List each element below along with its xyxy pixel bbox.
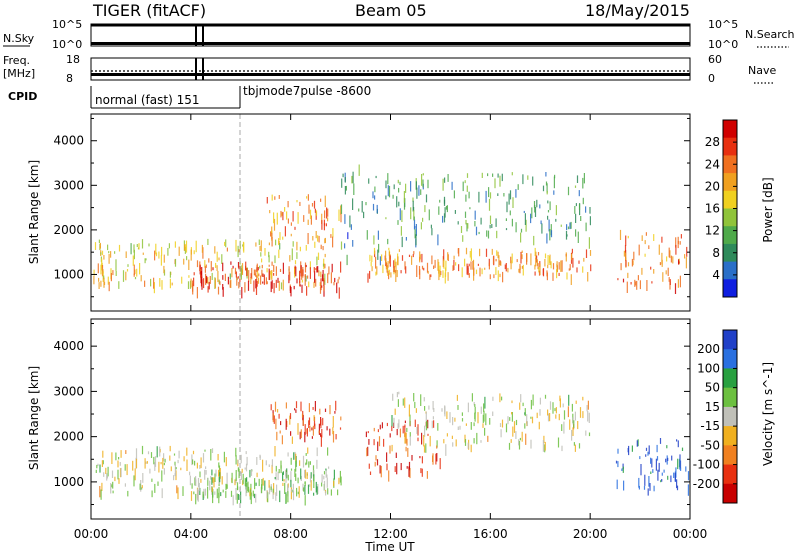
power-panel: 1000 2000 3000 4000: [53, 113, 691, 312]
nave-label: Nave: [748, 64, 776, 77]
power-feature: [390, 171, 591, 239]
beam-title: Beam 05: [355, 1, 427, 20]
colorbar-tick-label: 12: [705, 224, 720, 238]
y-tick-label: 1000: [53, 475, 84, 489]
colorbar-swatch: [723, 330, 737, 350]
colorbar-tick-label: 16: [705, 202, 720, 216]
velocity-feature: [390, 391, 591, 446]
colorbar-tick-label: -50: [700, 438, 720, 452]
nsearch-trace: [91, 42, 690, 45]
nsky-trace: [91, 24, 690, 27]
cpid-strip: CPID normal (fast) 151 tbjmode7pulse -86…: [8, 84, 371, 109]
cpid-segment-1: normal (fast) 151: [95, 93, 199, 107]
colorbar-tick-label: 28: [705, 135, 720, 149]
y-tick-label: 2000: [53, 223, 84, 237]
y-tick-label: 2000: [53, 430, 84, 444]
y-tick-label: 1000: [53, 267, 84, 281]
colorbar-tick-label: -100: [693, 458, 720, 472]
cpid-segment-2: tbjmode7pulse -8600: [243, 84, 371, 98]
colorbar-tick-label: 8: [712, 246, 720, 260]
nsky-label: N.Sky: [3, 32, 35, 45]
colorbar-swatch: [723, 279, 737, 298]
x-tick-label: 04:00: [174, 527, 209, 541]
nave-tick-top: 60: [708, 53, 722, 66]
colorbar-swatch: [723, 387, 737, 408]
colorbar-swatch: [723, 406, 737, 427]
freq-strip: Freq. [MHz] 18 8 60 0 Nave: [3, 53, 776, 85]
y-tick-label: 3000: [53, 178, 84, 192]
x-tick-label: 00:00: [74, 527, 109, 541]
colorbar-swatch: [723, 483, 737, 504]
cpid-label: CPID: [8, 90, 37, 103]
colorbar-swatch: [723, 155, 737, 174]
date-title: 18/May/2015: [585, 1, 690, 20]
colorbar-swatch: [723, 120, 737, 139]
colorbar-tick-label: -200: [693, 477, 720, 491]
x-tick-label: 16:00: [473, 527, 508, 541]
colorbar-tick-label: 15: [705, 400, 720, 414]
colorbar-swatch: [723, 190, 737, 209]
nsearch-tick-bottom: 10^0: [708, 38, 738, 51]
radar-title: TIGER (fitACF): [92, 1, 206, 20]
nsky-strip: N.Sky 10^5 10^0 10^5 10^0 N.Search: [3, 18, 795, 51]
colorbar-swatch: [723, 368, 737, 389]
colorbar-tick-label: 20: [705, 179, 720, 193]
power-ylabel: Slant Range [km]: [27, 160, 41, 264]
colorbar-swatch: [723, 426, 737, 446]
y-tick-label: 4000: [53, 339, 84, 353]
colorbar-tick-label: 4: [712, 268, 720, 282]
colorbar-tick-label: 200: [697, 342, 720, 356]
velocity-ylabel: Slant Range [km]: [27, 366, 41, 470]
colorbar-swatch: [723, 464, 737, 485]
time-axis: 00:00 04:00 08:00 12:00 16:00 20:00 00:00: [74, 114, 708, 541]
freq-trace: [91, 73, 690, 76]
x-tick-label: 20:00: [573, 527, 608, 541]
colorbar-swatch: [723, 226, 737, 245]
power-feature: [340, 163, 391, 257]
colorbar-swatch: [723, 173, 737, 192]
colorbar-swatch: [723, 208, 737, 227]
velocity-colorbar: 200 100 50 15 -15 -50 -100 -200: [693, 329, 738, 504]
xlabel: Time UT: [364, 540, 415, 554]
colorbar-tick-label: -15: [700, 419, 720, 433]
freq-label: Freq.: [3, 54, 30, 67]
x-tick-label: 00:00: [673, 527, 708, 541]
colorbar-swatch: [723, 243, 737, 263]
velocity-panel: 1000 2000 3000 4000: [53, 318, 691, 520]
x-tick-label: 12:00: [373, 527, 408, 541]
colorbar-swatch: [723, 261, 737, 280]
velocity-colorbar-label: Velocity [m s^-1]: [761, 362, 775, 466]
colorbar-swatch: [723, 445, 737, 466]
y-tick-label: 3000: [53, 384, 84, 398]
power-colorbar-label: Power [dB]: [761, 177, 775, 242]
nsky-tick-bottom: 10^0: [52, 38, 82, 51]
nsearch-tick-top: 10^5: [708, 18, 738, 31]
power-feature: [190, 261, 341, 288]
colorbar-tick-label: 50: [705, 381, 720, 395]
colorbar-tick-label: 24: [705, 157, 720, 171]
colorbar-swatch: [723, 349, 737, 369]
freq-unit: [MHz]: [3, 67, 35, 80]
nsky-tick-top: 10^5: [52, 18, 82, 31]
freq-tick-bottom: 8: [66, 72, 73, 85]
x-tick-label: 08:00: [273, 527, 308, 541]
nsearch-label: N.Search: [745, 28, 795, 41]
nave-tick-bottom: 0: [708, 72, 715, 85]
power-feature: [615, 229, 690, 284]
y-tick-label: 4000: [53, 134, 84, 148]
colorbar-swatch: [723, 137, 737, 156]
freq-tick-top: 18: [66, 53, 80, 66]
colorbar-tick-label: 100: [697, 361, 720, 375]
power-colorbar: 28 24 20 16 12 8 4: [705, 119, 738, 298]
